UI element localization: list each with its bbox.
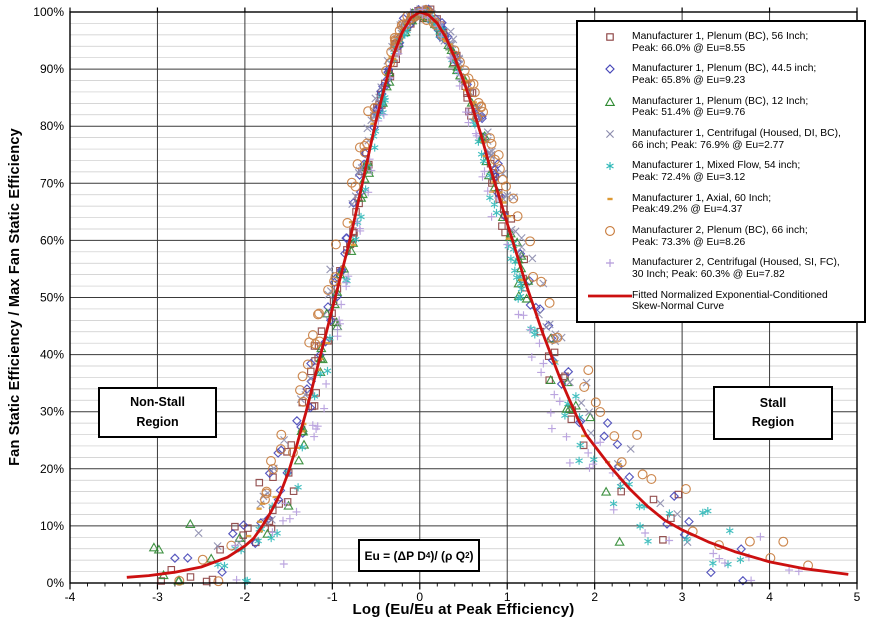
legend-item: Manufacturer 1, Axial, 60 Inch; Peak:49.2…	[588, 193, 860, 216]
stall-region-label-line2: Region	[751, 415, 795, 429]
legend-item: Manufacturer 1, Mixed Flow, 54 inch; Peak…	[588, 160, 860, 183]
svg-text:40%: 40%	[40, 348, 64, 362]
legend-item: Fitted Normalized Exponential-Conditione…	[588, 290, 860, 313]
legend-item-label: Manufacturer 2, Plenum (BC), 66 inch; Pea…	[632, 225, 808, 248]
svg-text:90%: 90%	[40, 62, 64, 76]
legend-item: Manufacturer 1, Plenum (BC), 56 Inch; Pea…	[588, 31, 860, 54]
legend-marker-square-icon	[606, 33, 614, 41]
svg-text:2: 2	[591, 590, 598, 604]
legend-marker-asterisk-icon	[606, 162, 614, 171]
fitted-curve-line	[126, 10, 849, 579]
legend-marker-plus-icon	[606, 259, 614, 268]
legend-item-label: Fitted Normalized Exponential-Conditione…	[632, 289, 828, 313]
legend-item: Manufacturer 2, Centrifugal (Housed, SI,…	[588, 257, 860, 280]
svg-text:5: 5	[854, 590, 861, 604]
svg-text:60%: 60%	[40, 233, 64, 247]
svg-text:3: 3	[679, 590, 686, 604]
legend-item: Manufacturer 1, Centrifugal (Housed, DI,…	[588, 128, 860, 151]
y-tick-labels: 0% 10% 20% 30% 40% 50% 60% 70% 80% 90% 100%	[33, 5, 64, 590]
stall-region-label-line1: Stall	[759, 395, 787, 410]
series-6-points	[246, 11, 622, 538]
equation-text: Eu = (ΔP D	[364, 548, 426, 563]
series-3-points	[148, 6, 625, 585]
legend-item-label: Manufacturer 1, Plenum (BC), 12 Inch; Pea…	[632, 95, 809, 119]
svg-text:-2: -2	[240, 590, 251, 604]
stall-region-box: Stall Region	[713, 386, 833, 440]
svg-text:-1: -1	[327, 590, 338, 604]
svg-text:0%: 0%	[47, 576, 65, 590]
legend: Manufacturer 1, Plenum (BC), 56 Inch; Pea…	[576, 20, 866, 323]
svg-text:0: 0	[416, 590, 423, 604]
legend-item-label: Manufacturer 1, Mixed Flow, 54 inch; Peak…	[632, 160, 801, 183]
legend-marker-diamond-icon	[605, 64, 615, 75]
svg-text:30%: 30%	[40, 405, 64, 419]
legend-item-label: Manufacturer 1, Axial, 60 Inch; Peak:49.2…	[632, 192, 772, 216]
svg-text:20%: 20%	[40, 462, 64, 476]
legend-item: Manufacturer 1, Plenum (BC), 12 Inch; Pea…	[588, 96, 860, 119]
svg-text:1: 1	[504, 590, 511, 604]
legend-marker-line-icon	[588, 294, 632, 298]
svg-text:80%: 80%	[40, 119, 64, 133]
legend-item-label: Manufacturer 1, Plenum (BC), 44.5 inch; P…	[632, 63, 817, 86]
svg-text:-4: -4	[65, 590, 76, 604]
svg-text:4: 4	[766, 590, 773, 604]
svg-text:70%: 70%	[40, 176, 64, 190]
legend-marker-circle-icon	[605, 226, 615, 237]
x-axis-title: Log (Eu/Eu at Peak Efficiency)	[352, 601, 575, 618]
non-stall-region-box: Non-Stall Region	[98, 387, 217, 438]
legend-item: Manufacturer 2, Plenum (BC), 66 inch; Pea…	[588, 225, 860, 248]
legend-marker-x-icon	[605, 130, 615, 139]
euler-number-equation-box: Eu = (ΔP D 4)/ (ρ Q 2)	[358, 539, 480, 572]
svg-text:-3: -3	[152, 590, 163, 604]
non-stall-region-label-line2: Region	[136, 414, 179, 429]
series-7-points	[174, 5, 814, 587]
x-tick-labels: -4 -3 -2 -1 0 1 2 3 4 5	[65, 590, 861, 604]
svg-text:100%: 100%	[33, 5, 64, 19]
svg-text:50%: 50%	[40, 291, 64, 305]
legend-marker-dash-icon	[607, 197, 613, 200]
y-axis-title: Fan Static Efficiency / Max Fan Static E…	[7, 128, 23, 466]
legend-item-label: Manufacturer 1, Plenum (BC), 56 Inch; Pea…	[632, 31, 809, 54]
svg-text:10%: 10%	[40, 519, 64, 533]
legend-item-label: Manufacturer 1, Centrifugal (Housed, DI,…	[632, 128, 841, 151]
non-stall-region-label-line1: Non-Stall	[130, 395, 185, 410]
legend-item-label: Manufacturer 2, Centrifugal (Housed, SI,…	[632, 257, 840, 280]
legend-item: Manufacturer 1, Plenum (BC), 44.5 inch; P…	[588, 63, 860, 86]
legend-marker-triangle-icon	[604, 96, 616, 106]
